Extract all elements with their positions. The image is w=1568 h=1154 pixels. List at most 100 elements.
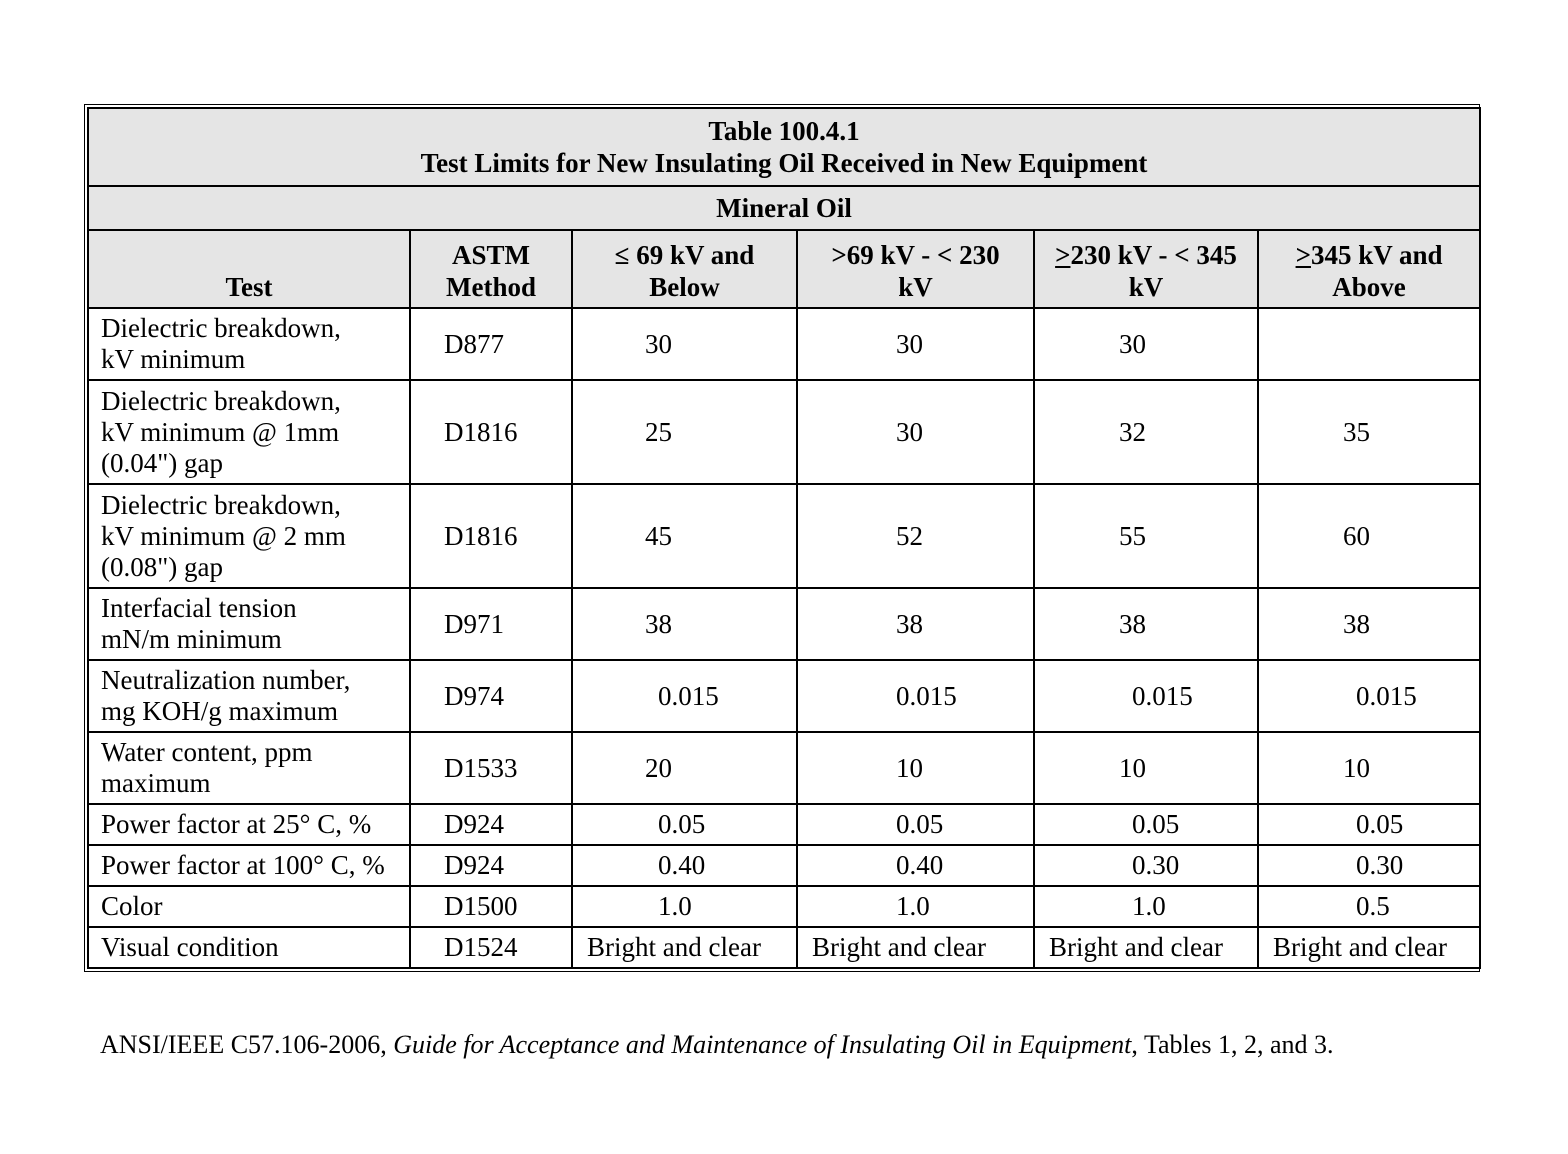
table-subtitle: Mineral Oil [86,185,1482,231]
test-name-line: mg KOH/g maximum [101,696,338,726]
test-name-line: Power factor at 100° C, % [101,850,385,880]
astm-method-cell: D1524 [409,926,573,969]
astm-method-cell: D1816 [409,483,573,589]
test-name-cell: Interfacial tension mN/m minimum [87,587,411,661]
limit-value: Bright and clear [587,932,761,962]
test-name-line: Neutralization number, [101,665,351,695]
table-row: Water content, ppm maximum D1533 20 10 10 10 [87,731,1482,805]
limit-value: 20 [645,752,672,783]
astm-method-cell: D974 [409,659,573,733]
test-name-cell: Dielectric breakdown, kV minimum [87,307,411,381]
limit-value: 38 [645,608,672,639]
limit-value-cell: 30 [796,379,1035,485]
test-name-line: kV minimum @ 1mm [101,416,340,447]
astm-method-cell: D1500 [409,885,573,928]
table-row: Dielectric breakdown, kV minimum D877 30 30 3… [87,307,1482,381]
test-name-line: (0.04") gap [101,447,223,478]
limit-value: 0.30 [1356,850,1404,880]
astm-method-cell: D877 [409,307,573,381]
test-name-line: Dielectric breakdown, [101,313,341,343]
limit-value-cell: 45 [571,483,798,589]
limit-value-cell: 10 [796,731,1035,805]
limit-value-cell: 0.05 [571,803,798,846]
limit-value-cell: 20 [571,731,798,805]
limit-value-cell: 0.30 [1033,844,1259,887]
limit-value-cell: 30 [796,307,1035,381]
test-name-line: (0.08") gap [101,551,223,582]
test-name-cell: Power factor at 100° C, % [87,844,411,887]
table-frame: Table 100.4.1 Test Limits for New Insula… [84,104,1482,972]
limit-value: 55 [1119,520,1146,551]
limit-value-cell: 0.015 [796,659,1035,733]
limit-value: 30 [896,328,923,359]
limit-value-cell: 30 [1033,307,1259,381]
limit-value: 0.015 [1132,680,1193,711]
limit-value-cell: 55 [1033,483,1259,589]
limit-value: 0.05 [1132,809,1180,839]
header-test: Test [87,229,411,309]
limit-value-cell: 0.40 [796,844,1035,887]
limit-value: 0.40 [896,850,944,880]
astm-method-cell: D971 [409,587,573,661]
header-row: Test ASTM Method ≤ 69 kV and Below >69 k… [87,229,1482,309]
limit-value-cell: Bright and clear [1256,926,1482,969]
limit-value: 10 [1343,752,1370,783]
header-69-230kv: >69 kV - < 230 kV [796,229,1035,309]
test-name-line: Visual condition [101,932,279,962]
limit-value-cell: 0.05 [796,803,1035,846]
limit-value-cell: 25 [571,379,798,485]
limit-value-cell: 0.5 [1256,885,1482,928]
test-name-line: maximum [101,768,211,798]
table-row: Interfacial tension mN/m minimum D971 38 38 3… [87,587,1482,661]
test-name-cell: Color [87,885,411,928]
limit-value-cell: 1.0 [796,885,1035,928]
limit-value-cell: 52 [796,483,1035,589]
limit-value: 25 [645,416,672,447]
limit-value: 0.05 [896,809,944,839]
limit-value-cell: 0.015 [1033,659,1259,733]
limit-value-cell: 30 [571,307,798,381]
limit-value-cell: Bright and clear [796,926,1035,969]
limit-value-cell: 0.015 [571,659,798,733]
limit-value-cell: 35 [1256,379,1482,485]
table-row: Dielectric breakdown, kV minimum @ 1mm (0.… [87,379,1482,485]
limit-value-cell: 0.015 [1256,659,1482,733]
limit-value: 1.0 [1132,891,1166,921]
limit-value: 38 [1343,608,1370,639]
test-limits-table: Table 100.4.1 Test Limits for New Insula… [86,107,1482,969]
table-row: Neutralization number, mg KOH/g maximum D9… [87,659,1482,733]
table-row: Dielectric breakdown, kV minimum @ 2 mm (0… [87,483,1482,589]
limit-value: 0.015 [658,680,719,711]
table-body: Dielectric breakdown, kV minimum D877 30 30 3… [87,307,1482,969]
limit-value: 30 [896,416,923,447]
limit-value-cell [1256,307,1482,381]
header-69kv-below: ≤ 69 kV and Below [571,229,798,309]
test-name-cell: Neutralization number, mg KOH/g maximum [87,659,411,733]
test-name-line: Dielectric breakdown, [101,385,341,416]
astm-method-cell: D1816 [409,379,573,485]
limit-value-cell: 0.40 [571,844,798,887]
limit-value-cell: 1.0 [571,885,798,928]
astm-method-cell: D924 [409,844,573,887]
limit-value: 0.015 [896,680,957,711]
limit-value-cell: 32 [1033,379,1259,485]
test-name-line: Interfacial tension [101,593,297,623]
limit-value-cell: 10 [1256,731,1482,805]
limit-value: 0.40 [658,850,706,880]
limit-value: 45 [645,520,672,551]
table-row: Power factor at 100° C, % D924 0.40 0.40 0.3… [87,844,1482,887]
limit-value: 0.5 [1356,891,1390,921]
limit-value: 0.05 [658,809,706,839]
limit-value: 0.05 [1356,809,1404,839]
table-row: Color D1500 1.0 1.0 1.0 0.5 [87,885,1482,928]
limit-value-cell: 38 [1033,587,1259,661]
limit-value: 52 [896,520,923,551]
test-name-cell: Dielectric breakdown, kV minimum @ 1mm (0.… [87,379,411,485]
limit-value-cell: Bright and clear [571,926,798,969]
limit-value: 0.30 [1132,850,1180,880]
astm-method-cell: D924 [409,803,573,846]
limit-value-cell: 0.05 [1033,803,1259,846]
limit-value: 10 [1119,752,1146,783]
table-title: Table 100.4.1 Test Limits for New Insula… [86,107,1482,187]
limit-value: 30 [1119,328,1146,359]
